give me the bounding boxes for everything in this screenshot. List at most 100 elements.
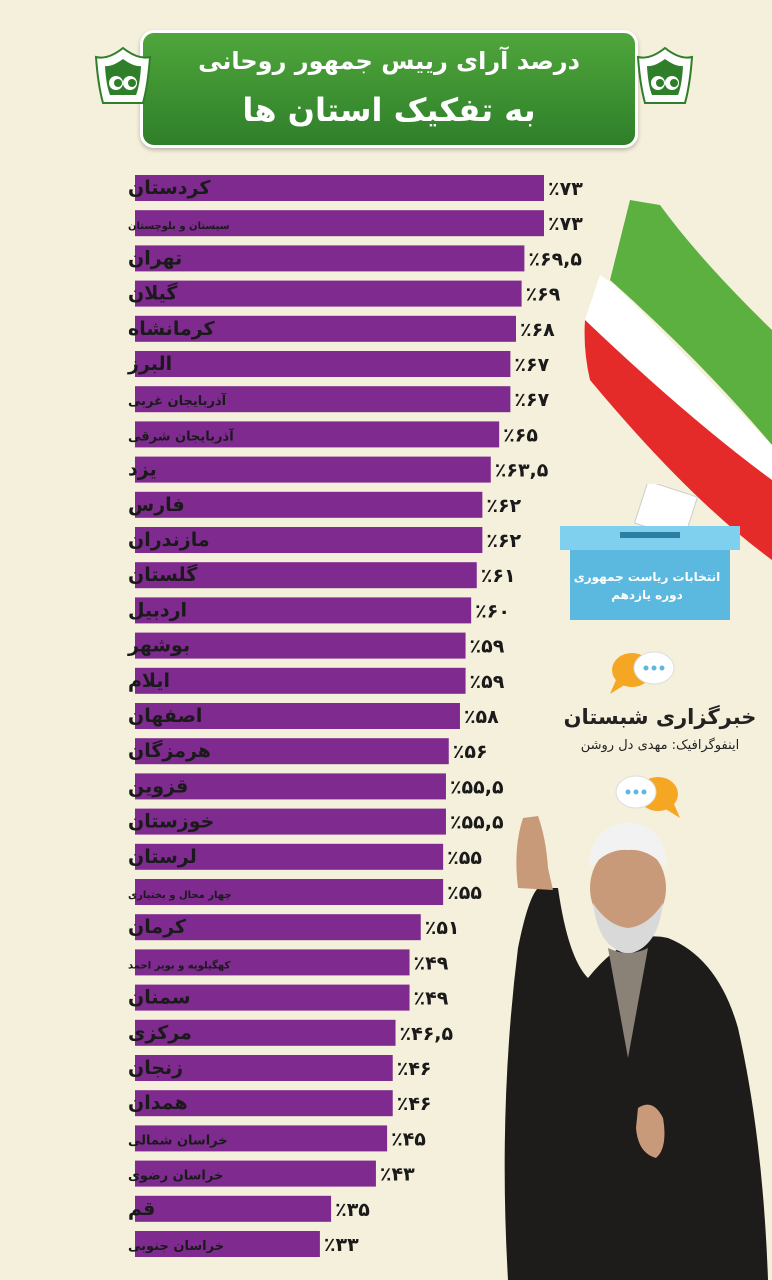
bar [135, 175, 544, 201]
category-label: کردستان [128, 177, 211, 199]
bar [135, 1019, 396, 1046]
category-label: چهار محال و بختیاری [128, 890, 232, 901]
bar [135, 1231, 320, 1257]
category-label: مازندران [128, 529, 210, 551]
bar [135, 386, 511, 413]
category-label: سمنان [128, 987, 191, 1009]
bar [135, 245, 525, 272]
category-label: البرز [127, 353, 172, 375]
value-label: ٪۴۶ [397, 1058, 432, 1080]
value-label: ٪۵۵ [447, 882, 482, 904]
bar [135, 597, 472, 624]
value-label: ٪۵۹ [470, 671, 505, 693]
category-label: کرمانشاه [128, 318, 216, 340]
bar [135, 1125, 388, 1152]
ballot-box-icon [560, 484, 740, 620]
value-label: ٪۴۶ [397, 1093, 432, 1115]
value-label: ٪۶۲ [486, 530, 521, 552]
value-label: ٪۷۳ [548, 178, 583, 200]
bar [135, 632, 466, 659]
value-label: ٪۵۵,۵ [450, 776, 504, 798]
bar [135, 879, 444, 905]
person-photo [504, 816, 768, 1280]
category-label: بوشهر [127, 635, 190, 657]
bar [135, 280, 522, 307]
emblem-icon [636, 46, 694, 104]
ballot-box-label: انتخابات ریاست جمهوری دوره یازدهم [570, 568, 724, 604]
bar [135, 773, 446, 800]
value-label: ٪۴۵ [391, 1128, 426, 1150]
bar [135, 527, 483, 553]
bar [135, 351, 511, 377]
bar [135, 703, 460, 729]
value-label: ٪۶۹,۵ [528, 248, 582, 270]
category-label: فارس [128, 494, 185, 516]
value-label: ٪۵۹ [470, 636, 505, 658]
value-label: ٪۵۵ [447, 847, 482, 869]
category-label: اصفهان [128, 705, 202, 727]
value-label: ٪۶۲ [486, 495, 521, 517]
bar [135, 667, 466, 694]
category-label: مرکزی [128, 1022, 192, 1044]
value-label: ٪۴۶,۵ [400, 1023, 454, 1045]
value-label: ٪۶۳,۵ [495, 460, 549, 482]
value-label: ٪۶۷ [514, 389, 549, 411]
value-label: ٪۶۸ [520, 319, 555, 341]
bar [135, 843, 444, 870]
category-label: ایلام [128, 670, 170, 692]
bar [135, 808, 446, 835]
chat-bubbles-icon [615, 775, 680, 818]
value-label: ٪۵۱ [425, 917, 460, 939]
category-label: خوزستان [128, 811, 214, 833]
chat-bubbles-icon [610, 651, 675, 694]
value-label: ٪۵۶ [453, 741, 488, 763]
bar [135, 315, 516, 342]
category-label: کهگیلویه و بویر احمد [128, 958, 230, 971]
category-label: همدان [128, 1092, 188, 1114]
value-label: ٪۳۵ [335, 1199, 370, 1221]
category-label: قم [128, 1198, 155, 1220]
category-label: کرمان [128, 916, 187, 938]
value-label: ٪۷۳ [548, 213, 583, 235]
bar [135, 914, 421, 941]
bar [135, 210, 544, 237]
value-label: ٪۵۸ [464, 706, 499, 728]
bar [135, 1055, 393, 1081]
value-label: ٪۳۳ [324, 1234, 359, 1256]
infographic-credit: اینفوگرافیک: مهدی دل روشن [580, 738, 740, 753]
category-label: خراسان رضوی [128, 1169, 223, 1184]
category-label: زنجان [128, 1057, 183, 1079]
value-label: ٪۶۱ [481, 565, 516, 587]
title-banner: درصد آرای رییس جمهور روحانی به تفکیک است… [140, 30, 638, 148]
bar [135, 738, 449, 765]
bar [135, 984, 410, 1011]
agency-name: خبرگزاری شبستان [563, 705, 757, 729]
category-label: گلستان [128, 563, 198, 586]
bar [135, 491, 483, 518]
bar [135, 1195, 332, 1222]
bar [135, 421, 500, 448]
chart-title-line1: درصد آرای رییس جمهور روحانی [198, 47, 580, 75]
ballot-line1: انتخابات ریاست جمهوری [573, 570, 721, 584]
value-label: ٪۶۰ [475, 600, 510, 622]
value-label: ٪۴۹ [414, 952, 449, 974]
bar [135, 1090, 393, 1117]
category-label: آذربایجان شرقی [128, 427, 234, 444]
category-label: سیستان و بلوچستان [128, 221, 230, 232]
value-label: ٪۶۹ [526, 284, 561, 306]
value-label: ٪۴۹ [414, 988, 449, 1010]
bar [135, 949, 410, 976]
category-label: تهران [128, 247, 182, 269]
category-label: گیلان [128, 282, 178, 305]
value-label: ٪۴۳ [380, 1164, 415, 1186]
value-label: ٪۶۷ [514, 354, 549, 376]
category-label: خراسان شمالی [128, 1133, 228, 1148]
value-label: ٪۶۵ [503, 424, 538, 446]
category-label: یزد [128, 459, 157, 481]
chart-title-line2: به تفکیک استان ها [242, 91, 536, 129]
category-label: هرمزگان [128, 739, 211, 762]
category-label: لرستان [128, 846, 197, 868]
category-label: خراسان جنوبی [128, 1239, 224, 1254]
